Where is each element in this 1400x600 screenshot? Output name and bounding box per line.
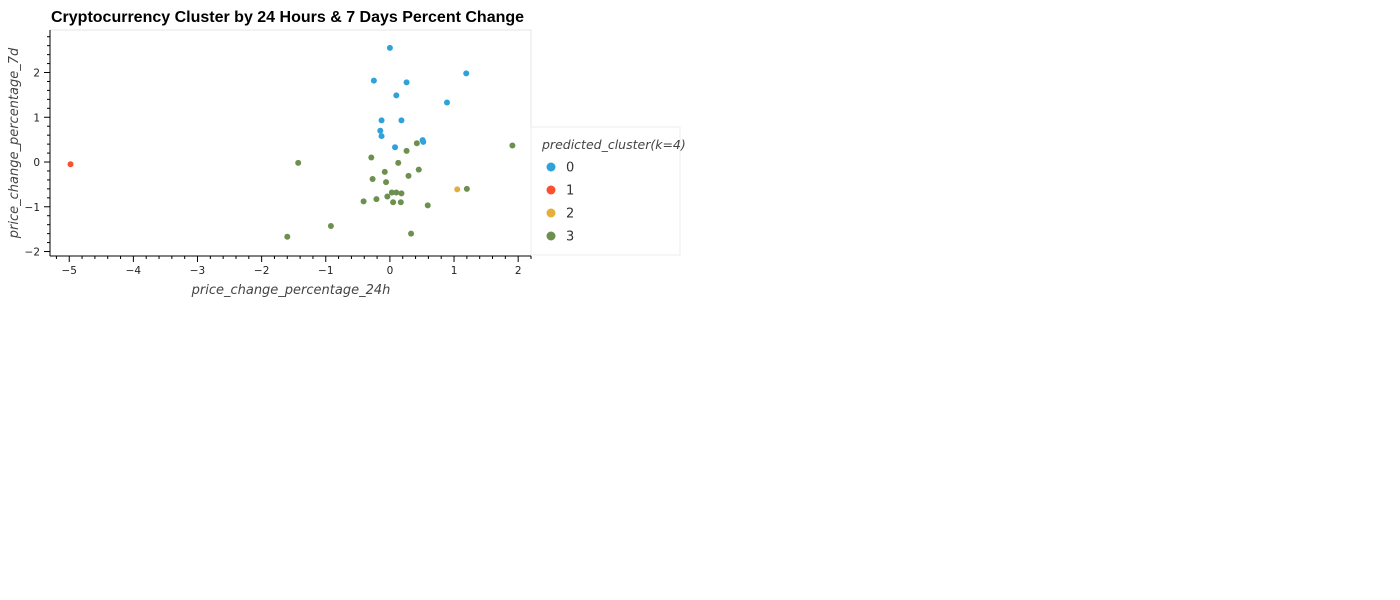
cluster-2-point[interactable] bbox=[454, 186, 461, 193]
legend-item-cluster-2[interactable]: 2 bbox=[546, 207, 575, 222]
cluster-0-point[interactable] bbox=[392, 144, 399, 151]
legend-items[interactable]: 0 1 2 3 bbox=[546, 161, 575, 245]
legend-item-cluster-3[interactable]: 3 bbox=[546, 230, 575, 245]
legend-marker bbox=[546, 208, 556, 218]
x-tick-label: 2 bbox=[515, 265, 522, 277]
x-tick-label: −1 bbox=[318, 265, 333, 277]
y-tick-label: 1 bbox=[33, 112, 40, 124]
x-tick-label: −2 bbox=[254, 265, 269, 277]
plot-area[interactable] bbox=[49, 29, 532, 257]
cluster-3-point[interactable] bbox=[295, 159, 302, 166]
cluster-0-point[interactable] bbox=[463, 70, 470, 77]
x-axis: −5 −4 −3 −2 −1 0 1 2 bbox=[50, 255, 532, 277]
legend-box bbox=[530, 126, 681, 256]
legend-label: 1 bbox=[566, 184, 574, 199]
x-tick-label: −3 bbox=[190, 265, 205, 277]
cluster-3-point[interactable] bbox=[327, 223, 334, 230]
cluster-3-point[interactable] bbox=[284, 233, 291, 240]
cluster-3-point[interactable] bbox=[397, 199, 404, 206]
legend-marker bbox=[546, 162, 556, 172]
legend-item-cluster-0[interactable]: 0 bbox=[546, 161, 575, 176]
cluster-3-point[interactable] bbox=[381, 168, 388, 175]
cluster-0-point[interactable] bbox=[370, 77, 377, 84]
cluster-3-point[interactable] bbox=[360, 198, 367, 205]
cluster-3-point[interactable] bbox=[398, 190, 405, 197]
cluster-0-point[interactable] bbox=[398, 117, 405, 124]
legend-label: 2 bbox=[566, 207, 574, 222]
x-axis-label: price_change_percentage_24h bbox=[191, 283, 391, 298]
cluster-0-point[interactable] bbox=[378, 133, 385, 140]
x-tick-label: −5 bbox=[61, 265, 76, 277]
cluster-0-point[interactable] bbox=[403, 79, 410, 86]
cluster-3-point[interactable] bbox=[413, 140, 420, 147]
scatter-points[interactable] bbox=[67, 44, 516, 240]
cluster-3-point[interactable] bbox=[509, 142, 516, 149]
legend-marker bbox=[546, 185, 556, 195]
legend[interactable]: predicted_cluster(k=4) 0 1 2 3 bbox=[530, 126, 686, 256]
y-tick-label: −2 bbox=[25, 247, 40, 259]
cluster-3-point[interactable] bbox=[393, 189, 400, 196]
cluster-3-point[interactable] bbox=[403, 147, 410, 154]
cluster-3-point[interactable] bbox=[408, 230, 415, 237]
cluster-3-point[interactable] bbox=[405, 172, 412, 179]
x-tick-label: 1 bbox=[451, 265, 458, 277]
cluster-3-point[interactable] bbox=[390, 199, 397, 206]
x-tick-label: 0 bbox=[387, 265, 394, 277]
x-tick-label: −4 bbox=[126, 265, 142, 277]
cluster-3-point[interactable] bbox=[424, 202, 431, 209]
cluster-3-point[interactable] bbox=[368, 154, 375, 161]
cluster-3-point[interactable] bbox=[383, 179, 390, 186]
legend-item-cluster-1[interactable]: 1 bbox=[546, 184, 575, 199]
cluster-0-point[interactable] bbox=[377, 127, 384, 134]
legend-title: predicted_cluster(k=4) bbox=[541, 137, 686, 152]
legend-marker bbox=[546, 231, 556, 241]
cluster-3-point[interactable] bbox=[463, 185, 470, 192]
cluster-0-point[interactable] bbox=[443, 99, 450, 106]
y-tick-label: 2 bbox=[33, 68, 40, 80]
cluster-3-point[interactable] bbox=[415, 166, 422, 173]
cluster-3-point[interactable] bbox=[384, 193, 391, 200]
chart-title: Cryptocurrency Cluster by 24 Hours & 7 D… bbox=[51, 9, 524, 26]
cluster-0-point[interactable] bbox=[420, 138, 427, 145]
legend-label: 0 bbox=[566, 161, 574, 176]
cluster-0-point[interactable] bbox=[386, 44, 393, 51]
cluster-3-point[interactable] bbox=[388, 189, 395, 196]
cluster-3-point[interactable] bbox=[369, 176, 376, 183]
legend-label: 3 bbox=[566, 230, 574, 245]
y-tick-label: 0 bbox=[33, 157, 40, 169]
y-axis-label: price_change_percentage_7d bbox=[7, 47, 22, 239]
cluster-0-point[interactable] bbox=[378, 117, 385, 124]
y-axis: −2 −1 0 1 2 bbox=[25, 30, 51, 259]
cluster-1-point[interactable] bbox=[67, 161, 74, 168]
y-tick-label: −1 bbox=[25, 202, 40, 214]
cluster-3-point[interactable] bbox=[395, 159, 402, 166]
cluster-0-point[interactable] bbox=[393, 92, 400, 99]
cluster-3-point[interactable] bbox=[373, 196, 380, 203]
